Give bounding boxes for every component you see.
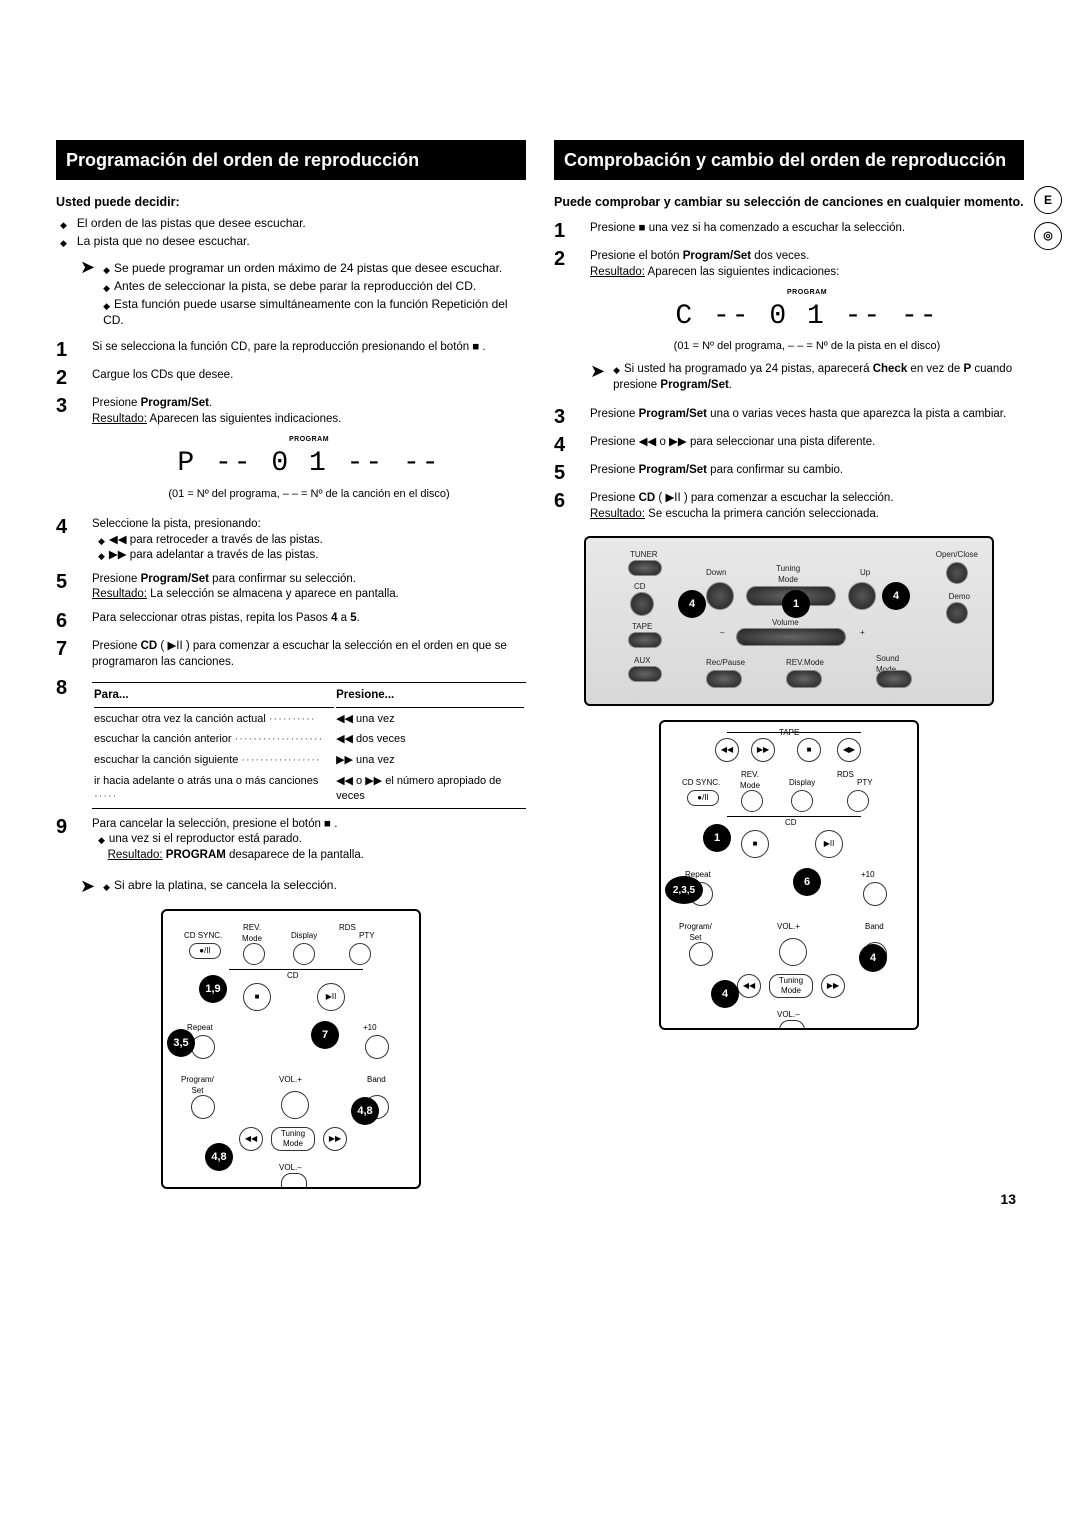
callout: 7 — [311, 1021, 339, 1049]
step-body: Si se selecciona la función CD, pare la … — [92, 340, 526, 360]
side-symbol: ◎ — [1034, 222, 1062, 250]
left-column: Programación del orden de reproducción U… — [56, 140, 526, 1189]
bullet-icon — [60, 215, 71, 231]
right-title: Comprobación y cambio del orden de repro… — [554, 140, 1024, 180]
step-body: Presione Program/Set para confirmar su c… — [590, 463, 1024, 483]
step-body: Presione CD ( ▶II ) para comenzar a escu… — [590, 491, 1024, 522]
step-number: 3 — [56, 396, 82, 509]
step-body: Presione Program/Set para confirmar su s… — [92, 572, 526, 603]
left-steps: 1 Si se selecciona la función CD, pare l… — [56, 340, 526, 863]
note-text: Antes de seleccionar la pista, se debe p… — [114, 279, 476, 293]
step-number: 4 — [554, 435, 580, 455]
note-block: ➤ Se puede programar un orden máximo de … — [80, 258, 526, 331]
step-body: Para cancelar la selección, presione el … — [92, 817, 526, 864]
step-number: 6 — [56, 611, 82, 631]
lcd-display: PROGRAM C -- 0 1 -- -- (01 = Nº del prog… — [590, 288, 1024, 354]
left-bullets: El orden de las pistas que desee escucha… — [60, 215, 526, 249]
step-number: 5 — [554, 463, 580, 483]
step-number: 3 — [554, 407, 580, 427]
step-number: 1 — [56, 340, 82, 360]
step-number: 2 — [554, 249, 580, 399]
bullet-icon — [103, 261, 114, 275]
callout: 4 — [678, 590, 706, 618]
note-arrow-icon: ➤ — [80, 258, 95, 331]
page-number: 13 — [1000, 1190, 1016, 1209]
note-text: Se puede programar un orden máximo de 24… — [114, 261, 502, 275]
callout: 6 — [793, 868, 821, 896]
step-body: Presione ■ una vez si ha comenzado a esc… — [590, 221, 1024, 241]
step-body: Para...Presione... escuchar otra vez la … — [92, 678, 526, 809]
bullet-text: La pista que no desee escuchar. — [77, 233, 250, 249]
step8-table: Para...Presione... escuchar otra vez la … — [92, 682, 526, 809]
step-body: Presione CD ( ▶II ) para comenzar a escu… — [92, 639, 526, 670]
bullet-icon — [103, 297, 114, 311]
note-arrow-icon: ➤ — [590, 362, 605, 393]
note-text: Esta función puede usarse simultáneament… — [103, 297, 508, 327]
step-body: Para seleccionar otras pistas, repita lo… — [92, 611, 526, 631]
callout: 4,8 — [205, 1143, 233, 1171]
final-note: ➤ Si abre la platina, se cancela la sele… — [80, 877, 526, 895]
right-lead: Puede comprobar y cambiar su selección d… — [554, 194, 1024, 211]
bullet-icon — [60, 233, 71, 249]
callout: 3,5 — [167, 1029, 195, 1057]
callout: 1 — [782, 590, 810, 618]
callout: 4,8 — [351, 1097, 379, 1125]
callout: 1,9 — [199, 975, 227, 1003]
callout: 4 — [882, 582, 910, 610]
left-lead: Usted puede decidir: — [56, 194, 526, 211]
remote-diagram-left: CD SYNC. REV. Mode Display RDS PTY ●/II … — [161, 909, 421, 1189]
bullet-text: El orden de las pistas que desee escucha… — [77, 215, 306, 231]
bullet-icon — [103, 279, 114, 293]
left-title: Programación del orden de reproducción — [56, 140, 526, 180]
step-number: 9 — [56, 817, 82, 864]
step-number: 7 — [56, 639, 82, 670]
step-body: Presione Program/Set una o varias veces … — [590, 407, 1024, 427]
step-number: 2 — [56, 368, 82, 388]
side-marker: E ◎ — [1034, 186, 1062, 258]
step-number: 8 — [56, 678, 82, 809]
lcd-display: PROGRAM P -- 0 1 -- -- (01 = Nº del prog… — [92, 435, 526, 501]
step-body: Cargue los CDs que desee. — [92, 368, 526, 388]
step-body: Presione el botón Program/Set dos veces.… — [590, 249, 1024, 399]
note-arrow-icon: ➤ — [80, 877, 95, 895]
step-number: 5 — [56, 572, 82, 603]
right-column: Comprobación y cambio del orden de repro… — [554, 140, 1024, 1189]
side-letter: E — [1034, 186, 1062, 214]
step-number: 1 — [554, 221, 580, 241]
callout: 4 — [711, 980, 739, 1008]
step-body: Presione Program/Set. Resultado: Aparece… — [92, 396, 526, 509]
callout: 4 — [859, 944, 887, 972]
device-panel-diagram: TUNER CD TAPE AUX Open/Close Demo Down T… — [584, 536, 994, 706]
remote-diagram-right: TAPE ◀◀ ▶▶ ■ ◀▶ CD SYNC. REV. Mode Displ… — [659, 720, 919, 1030]
right-steps: 1 Presione ■ una vez si ha comenzado a e… — [554, 221, 1024, 522]
step-body: Seleccione la pista, presionando: ◀◀ par… — [92, 517, 526, 564]
step-number: 4 — [56, 517, 82, 564]
step-number: 6 — [554, 491, 580, 522]
callout: 1 — [703, 824, 731, 852]
step-body: Presione ◀◀ o ▶▶ para seleccionar una pi… — [590, 435, 1024, 455]
